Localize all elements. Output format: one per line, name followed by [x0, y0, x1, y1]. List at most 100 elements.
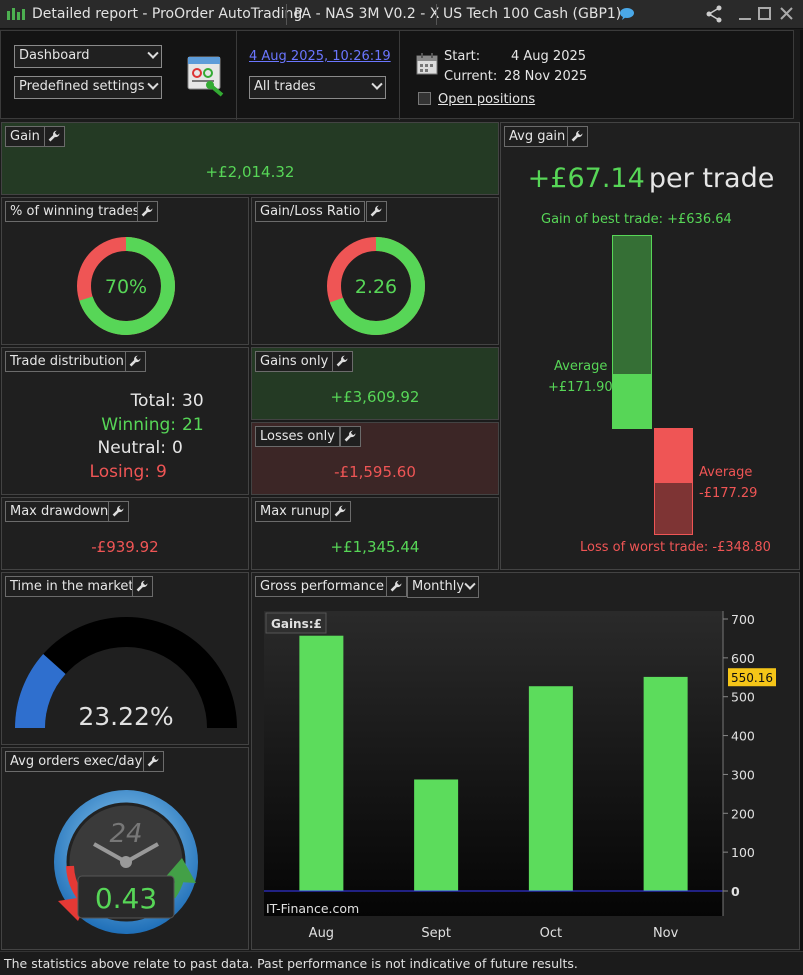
- gains-only-title: Gains only: [255, 351, 334, 372]
- trades-select-value: All trades: [254, 79, 316, 94]
- time-market-title: Time in the market: [5, 576, 139, 597]
- max-runup-value: +£1,345.44: [330, 538, 420, 556]
- distribution-panel: Trade distribution Total: 30 Winning: 21 N…: [1, 347, 249, 495]
- max-runup-title: Max runup: [255, 501, 335, 522]
- total-value: 30: [182, 391, 204, 411]
- gross-perf-title: Gross performance: [255, 576, 390, 597]
- wrench-icon[interactable]: [567, 126, 588, 147]
- period-select-value: Monthly: [412, 579, 465, 594]
- trades-select[interactable]: All trades: [249, 76, 386, 99]
- toolbar-separator: [236, 31, 237, 120]
- y-tick-label: 200: [731, 806, 755, 821]
- prorealtime-logo-icon: [7, 8, 25, 20]
- y-tick-label: 300: [731, 767, 755, 782]
- winning-pct-value: 70%: [105, 276, 147, 298]
- view-select[interactable]: Dashboard: [14, 45, 162, 68]
- close-icon[interactable]: [777, 4, 797, 24]
- winning-pct-donut: 70%: [77, 237, 175, 335]
- settings-select[interactable]: Predefined settings: [14, 76, 162, 99]
- distribution-neutral-row: Neutral: 0: [2, 437, 248, 461]
- distribution-winning-row: Winning: 21: [2, 414, 248, 438]
- wrench-icon[interactable]: [340, 426, 361, 447]
- avg-loss-bar: [654, 428, 693, 483]
- gain-title: Gain: [5, 126, 45, 147]
- bar-aug[interactable]: [299, 635, 344, 891]
- gain-value: +£2,014.32: [205, 163, 295, 181]
- losing-value: 9: [156, 461, 167, 482]
- report-settings-icon[interactable]: [186, 55, 226, 97]
- wrench-icon[interactable]: [44, 126, 65, 147]
- wrench-icon[interactable]: [132, 576, 153, 597]
- gain-panel: Gain +£2,014.32: [1, 122, 499, 195]
- start-label: Start:: [444, 49, 481, 64]
- chevron-down-icon: [147, 47, 159, 59]
- max-drawdown-value: -£939.92: [91, 538, 159, 556]
- chat-icon[interactable]: [619, 7, 635, 21]
- share-icon[interactable]: [704, 4, 724, 24]
- neutral-value: 0: [172, 438, 183, 458]
- donut-fill: [327, 237, 425, 335]
- wrench-icon[interactable]: [108, 501, 129, 522]
- y-tick-label: 700: [731, 612, 755, 627]
- avg-orders-panel: Avg orders exec/day 24 0.43: [1, 747, 249, 950]
- max-drawdown-panel: Max drawdown -£939.92: [1, 497, 249, 570]
- tab-instrument[interactable]: US Tech 100 Cash (GBP1): [443, 6, 622, 22]
- wrench-icon[interactable]: [137, 201, 158, 222]
- winning-pct-panel: % of winning trades 70%: [1, 197, 249, 345]
- bar-nov[interactable]: [643, 676, 688, 891]
- distribution-list: Total: 30 Winning: 21 Neutral: 0 Losing: 9: [2, 390, 248, 484]
- losses-only-title: Losses only: [255, 426, 340, 447]
- avg-gain-suffix: per trade: [648, 163, 775, 194]
- wrench-icon[interactable]: [330, 501, 351, 522]
- chevron-down-icon: [147, 78, 159, 90]
- settings-select-value: Predefined settings: [19, 79, 145, 94]
- period-select[interactable]: Monthly: [407, 576, 479, 598]
- bar-oct[interactable]: [528, 686, 573, 891]
- max-runup-panel: Max runup +£1,345.44: [251, 497, 499, 570]
- avg-orders-value: 0.43: [95, 882, 157, 915]
- orders-clock-icon: 24 0.43: [54, 790, 198, 934]
- maximize-icon[interactable]: [756, 4, 776, 24]
- avg-win-bar: [612, 375, 652, 429]
- wrench-icon[interactable]: [386, 576, 407, 597]
- open-positions-checkbox[interactable]: [418, 92, 431, 105]
- tab-strategy[interactable]: PA - NAS 3M V0.2 - X: [294, 6, 440, 22]
- gains-legend: Gains:£: [271, 617, 322, 631]
- gains-only-panel: Gains only +£3,609.92: [251, 347, 499, 420]
- total-label: Total:: [130, 391, 176, 411]
- current-label: Current:: [444, 69, 498, 84]
- cursor-value-box: [728, 668, 776, 687]
- view-select-value: Dashboard: [19, 48, 90, 63]
- worst-trade-bar: [654, 483, 693, 535]
- watermark: IT-Finance.com: [266, 901, 359, 916]
- title-separator: [436, 4, 437, 25]
- avg-gain-headline: +£67.14 per trade: [501, 163, 799, 194]
- toolbar-separator: [399, 31, 400, 120]
- avg-win-value: +£171.90: [548, 380, 613, 395]
- losses-only-value: -£1,595.60: [334, 463, 416, 481]
- report-date-link[interactable]: 4 Aug 2025, 10:26:19: [249, 49, 391, 64]
- minimize-icon[interactable]: [736, 4, 756, 24]
- x-tick-label: Nov: [653, 926, 679, 941]
- wrench-icon[interactable]: [332, 351, 353, 372]
- wrench-icon[interactable]: [366, 201, 387, 222]
- winning-value: 21: [182, 414, 204, 435]
- gains-only-value: +£3,609.92: [330, 388, 420, 406]
- wrench-icon[interactable]: [143, 751, 164, 772]
- wrench-icon[interactable]: [125, 351, 146, 372]
- calendar-icon: [416, 53, 438, 75]
- tab-detailed-report[interactable]: Detailed report - ProOrder AutoTrading: [32, 6, 303, 22]
- gain-loss-panel: Gain/Loss Ratio 2.26: [251, 197, 499, 345]
- avg-gain-value: +£67.14: [527, 163, 645, 194]
- x-tick-label: Sept: [421, 926, 451, 941]
- open-positions-label[interactable]: Open positions: [438, 92, 536, 107]
- losses-only-panel: Losses only -£1,595.60: [251, 422, 499, 495]
- chevron-down-icon: [371, 78, 383, 90]
- bar-sept[interactable]: [414, 779, 459, 891]
- winning-label: Winning:: [101, 414, 176, 435]
- clock-dial-number: 24: [109, 819, 142, 849]
- time-market-panel: Time in the market 23.22%: [1, 572, 249, 745]
- toolbar-frame: Dashboard Predefined settings 4 Aug 2025…: [0, 30, 794, 120]
- x-tick-label: Aug: [309, 926, 334, 941]
- time-market-gauge: 23.22%: [14, 617, 237, 731]
